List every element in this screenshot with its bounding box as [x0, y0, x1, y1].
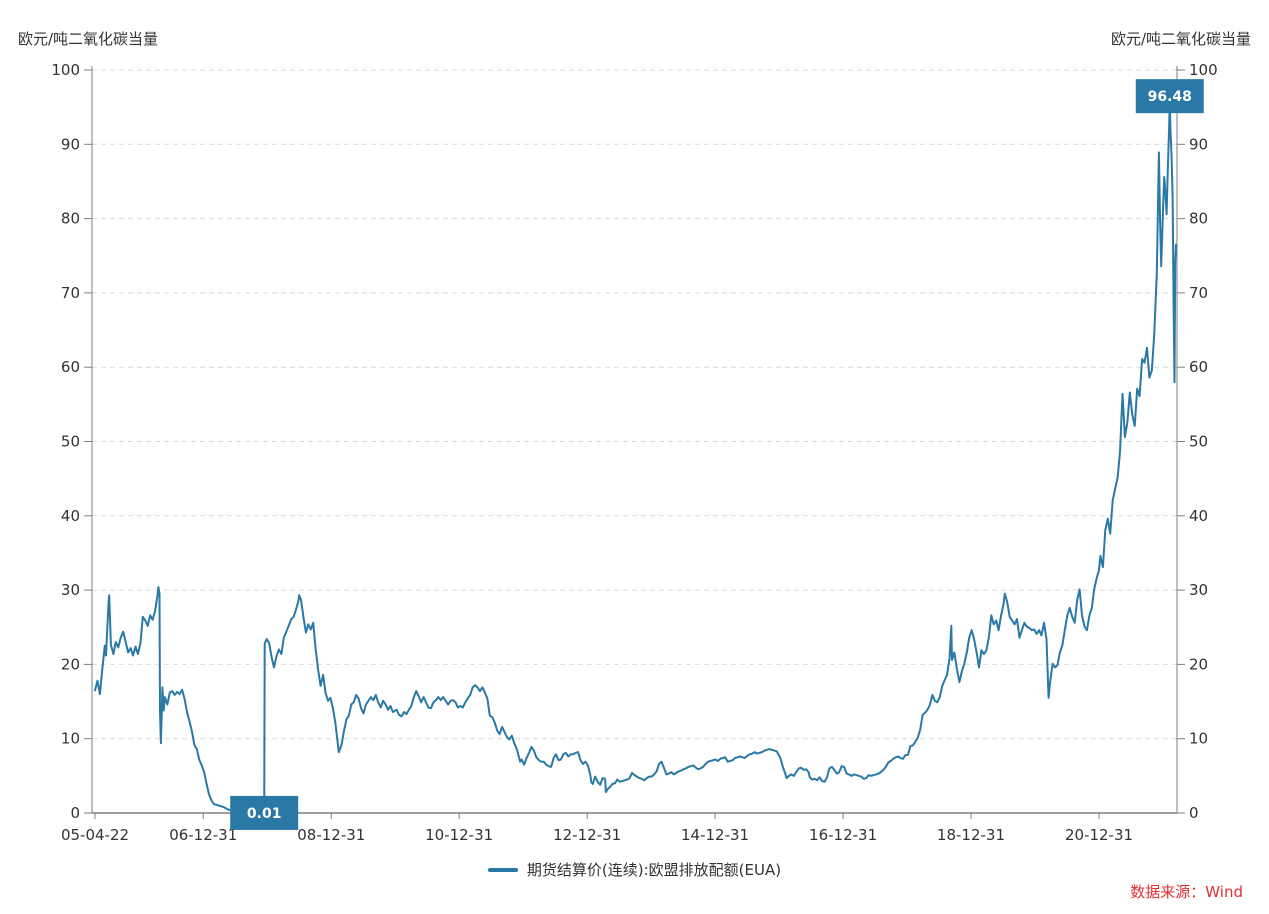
- y-tick-label-left: 60: [61, 358, 80, 376]
- y-tick-label-left: 20: [61, 655, 80, 673]
- y-tick-label-left: 0: [70, 804, 80, 822]
- marker-callout-label: 96.48: [1148, 89, 1192, 105]
- legend-line-swatch: [487, 867, 518, 872]
- y-tick-label-right: 40: [1189, 507, 1208, 525]
- x-tick-label: 05-04-22: [61, 826, 129, 844]
- x-tick-label: 06-12-31: [169, 826, 237, 844]
- y-axis-title-right: 欧元/吨二氧化碳当量: [1110, 30, 1251, 48]
- x-tick-label: 14-12-31: [681, 826, 749, 844]
- y-tick-label-left: 30: [61, 581, 80, 599]
- y-tick-label-left: 10: [61, 730, 80, 748]
- marker-callout-box: [1135, 79, 1204, 114]
- x-tick-label: 08-12-31: [297, 826, 365, 844]
- marker-callout-label: 0.01: [247, 806, 282, 822]
- y-tick-label-left: 70: [61, 284, 80, 302]
- marker-callout-box: [230, 795, 299, 830]
- y-tick-label-right: 50: [1189, 433, 1208, 451]
- y-tick-label-right: 20: [1189, 655, 1208, 673]
- y-tick-label-right: 60: [1189, 358, 1208, 376]
- y-tick-label-right: 100: [1189, 61, 1218, 79]
- y-tick-label-left: 40: [61, 507, 80, 525]
- y-tick-label-right: 30: [1189, 581, 1208, 599]
- y-tick-label-right: 90: [1189, 135, 1208, 153]
- y-tick-label-right: 10: [1189, 730, 1208, 748]
- y-tick-label-left: 90: [61, 135, 80, 153]
- y-axis-title-left: 欧元/吨二氧化碳当量: [18, 30, 159, 48]
- x-tick-label: 10-12-31: [425, 826, 493, 844]
- x-tick-label: 18-12-31: [937, 826, 1005, 844]
- legend: 期货结算价(连续):欧盟排放配额(EUA): [0, 859, 1269, 880]
- y-tick-label-left: 50: [61, 433, 80, 451]
- y-tick-label-left: 80: [61, 210, 80, 228]
- y-tick-label-right: 0: [1189, 804, 1199, 822]
- legend-label: 期货结算价(连续):欧盟排放配额(EUA): [526, 861, 782, 879]
- x-tick-label: 16-12-31: [809, 826, 877, 844]
- y-tick-label-right: 80: [1189, 210, 1208, 228]
- price-line: [94, 95, 1177, 814]
- x-tick-label: 20-12-31: [1065, 826, 1133, 844]
- y-tick-label-left: 100: [51, 61, 80, 79]
- data-source-note: 数据来源：Wind: [1130, 883, 1243, 901]
- y-tick-label-right: 70: [1189, 284, 1208, 302]
- x-tick-label: 12-12-31: [553, 826, 621, 844]
